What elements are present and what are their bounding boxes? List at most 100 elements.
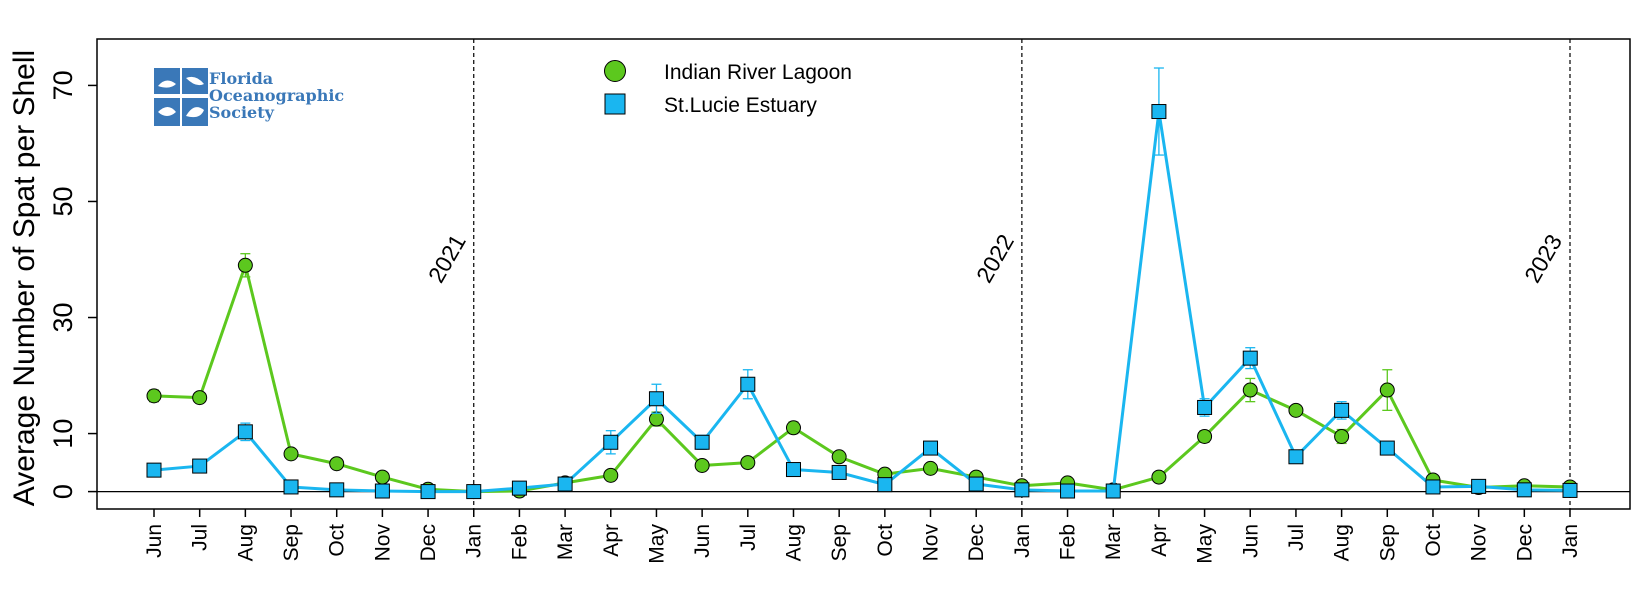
- series-layer: [146, 67, 1578, 500]
- x-tick-label: Apr: [600, 524, 623, 557]
- legend-label-irl: Indian River Lagoon: [664, 61, 852, 84]
- data-point: [237, 424, 253, 440]
- x-tick-label: Sep: [828, 524, 851, 561]
- x-tick-label: Aug: [234, 524, 257, 561]
- data-point: [283, 479, 299, 495]
- logo-fish-icon: [158, 107, 176, 116]
- logo-line-2: Oceanographic: [209, 86, 344, 105]
- data-point: [1471, 478, 1487, 494]
- data-point: [877, 477, 893, 493]
- x-tick-label: May: [1194, 524, 1217, 564]
- data-point: [329, 456, 345, 472]
- data-point: [283, 446, 299, 462]
- y-tick-label: 0: [48, 484, 78, 499]
- x-tick-label: Sep: [1376, 524, 1399, 561]
- x-tick-label: Sep: [280, 524, 303, 561]
- data-point: [1242, 382, 1258, 398]
- x-tick-label: Mar: [554, 524, 577, 560]
- y-axis-title: Average Number of Spat per Shell: [8, 50, 41, 506]
- logo-line-1: Florida: [209, 69, 273, 88]
- y-tick-label: 10: [48, 419, 78, 449]
- y-tick-label: 50: [48, 186, 78, 216]
- x-tick-label: Dec: [417, 524, 440, 561]
- legend-marker-irl: [604, 60, 626, 82]
- data-point: [374, 469, 390, 485]
- data-point: [923, 460, 939, 476]
- data-point: [1379, 440, 1395, 456]
- plot-frame: [96, 38, 1631, 510]
- x-tick-label: Jan: [1559, 524, 1582, 558]
- x-tick-label: Nov: [920, 524, 943, 562]
- y-tick-label: 70: [48, 70, 78, 100]
- data-point: [603, 467, 619, 483]
- data-point: [968, 476, 984, 492]
- data-point: [1014, 482, 1030, 498]
- x-tick-label: Jul: [737, 524, 760, 551]
- logo-bird-icon: [158, 80, 176, 88]
- x-axis: Jun Jul Aug Sep Oct Nov Dec Jan Feb Mar Apr May Jun J…: [143, 509, 1582, 564]
- legend-label-sle: St.Lucie Estuary: [664, 94, 817, 117]
- x-tick-label: Dec: [1513, 524, 1536, 561]
- x-tick-label: Apr: [1148, 524, 1171, 557]
- data-point: [146, 388, 162, 404]
- data-point: [831, 449, 847, 465]
- y-axis: 0 10 30 50 70: [48, 70, 97, 499]
- data-point: [923, 440, 939, 456]
- data-point: [785, 420, 801, 436]
- data-point: [374, 483, 390, 499]
- x-tick-label: Aug: [782, 524, 805, 561]
- data-point: [237, 257, 253, 273]
- legend: Indian River Lagoon St.Lucie Estuary: [604, 60, 852, 117]
- data-point: [192, 390, 208, 406]
- data-point: [648, 411, 664, 427]
- x-tick-label: Dec: [965, 524, 988, 561]
- data-point: [1379, 382, 1395, 398]
- legend-marker-sle: [604, 93, 626, 115]
- x-tick-label: Nov: [1468, 524, 1491, 562]
- data-point: [831, 464, 847, 480]
- data-point: [146, 462, 162, 478]
- x-tick-label: Oct: [874, 524, 897, 557]
- data-point: [192, 458, 208, 474]
- x-tick-label: Jun: [143, 524, 166, 558]
- x-tick-label: Jun: [1239, 524, 1262, 558]
- data-point: [1151, 469, 1167, 485]
- data-point: [694, 434, 710, 450]
- data-point: [1060, 483, 1076, 499]
- data-point: [1151, 104, 1167, 120]
- series-line: [153, 110, 1571, 494]
- x-tick-label: Jan: [463, 524, 486, 558]
- x-tick-label: Jul: [1285, 524, 1308, 551]
- x-tick-label: Jul: [189, 524, 212, 551]
- x-tick-label: Feb: [1057, 524, 1080, 560]
- data-point: [557, 476, 573, 492]
- data-point: [1562, 482, 1578, 498]
- x-tick-label: Jan: [1011, 524, 1034, 558]
- data-point: [466, 484, 482, 500]
- data-point: [740, 376, 756, 392]
- data-point: [648, 391, 664, 407]
- x-tick-label: Oct: [1422, 524, 1445, 557]
- data-point: [740, 455, 756, 471]
- y-tick-label: 30: [48, 302, 78, 332]
- logo-manatee-icon: [186, 76, 204, 86]
- x-tick-label: Jun: [691, 524, 714, 558]
- x-tick-label: Mar: [1102, 524, 1125, 560]
- florida-oceanographic-logo: Florida Oceanographic Society: [154, 68, 344, 126]
- data-point: [1288, 449, 1304, 465]
- logo-turtle-icon: [186, 107, 204, 118]
- data-point: [603, 434, 619, 450]
- data-point: [1334, 428, 1350, 444]
- logo-line-3: Society: [209, 103, 275, 122]
- data-point: [694, 457, 710, 473]
- series-st-lucie-estuary: [146, 67, 1578, 500]
- data-point: [1334, 402, 1350, 418]
- x-tick-label: Oct: [326, 524, 349, 557]
- data-point: [1197, 399, 1213, 415]
- x-tick-label: Nov: [371, 524, 394, 562]
- data-point: [1105, 483, 1121, 499]
- data-point: [329, 482, 345, 498]
- x-tick-label: Feb: [508, 524, 531, 560]
